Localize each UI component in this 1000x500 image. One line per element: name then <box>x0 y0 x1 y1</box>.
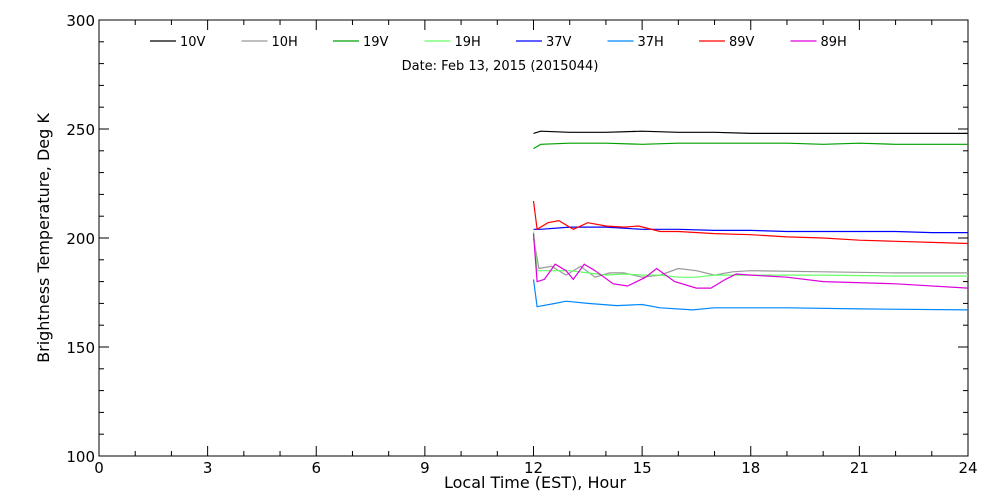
chart-title: Date: Feb 13, 2015 (2015044) <box>402 59 599 74</box>
plot-lines <box>532 130 969 311</box>
series-line-37h <box>532 279 969 311</box>
legend-label-37v: 37V <box>546 35 572 50</box>
series-line-89h <box>532 233 969 289</box>
legend-label-10h: 10H <box>272 35 298 50</box>
y-tick-label: 300 <box>66 12 95 30</box>
y-axis-label: Brightness Temperature, Deg K <box>34 113 53 363</box>
x-tick-label: 9 <box>420 459 430 477</box>
x-tick-label: 24 <box>958 459 977 477</box>
legend-label-37h: 37H <box>638 35 664 50</box>
x-tick-label: 21 <box>850 459 869 477</box>
series-line-10h <box>532 237 968 278</box>
x-axis-label: Local Time (EST), Hour <box>444 473 626 492</box>
y-tick-label: 200 <box>66 230 95 248</box>
y-tick-label: 150 <box>66 339 95 357</box>
x-tick-label: 3 <box>203 459 213 477</box>
x-tick-label: 0 <box>94 459 104 477</box>
legend-label-10v: 10V <box>180 35 206 50</box>
legend-label-19h: 19H <box>455 35 481 50</box>
y-tick-label: 100 <box>66 448 95 466</box>
series-line-19h <box>532 231 968 278</box>
series-line-89v <box>532 200 969 245</box>
legend-label-19v: 19V <box>363 35 389 50</box>
y-tick-label: 250 <box>66 121 95 139</box>
series-line-19v <box>533 142 968 150</box>
x-tick-label: 18 <box>741 459 760 477</box>
series-line-10v <box>533 130 968 134</box>
series-line-37v <box>533 226 968 234</box>
x-tick-label: 6 <box>311 459 321 477</box>
legend-label-89v: 89V <box>729 35 755 50</box>
legend: 10V 10H 19V 19H 37V 37H 89V 89H <box>150 35 847 50</box>
axes: 0 3 6 9 12 15 18 21 24 100 150 200 250 300 <box>66 12 977 477</box>
x-tick-label: 12 <box>524 459 543 477</box>
legend-label-89h: 89H <box>821 35 847 50</box>
x-tick-label: 15 <box>633 459 652 477</box>
